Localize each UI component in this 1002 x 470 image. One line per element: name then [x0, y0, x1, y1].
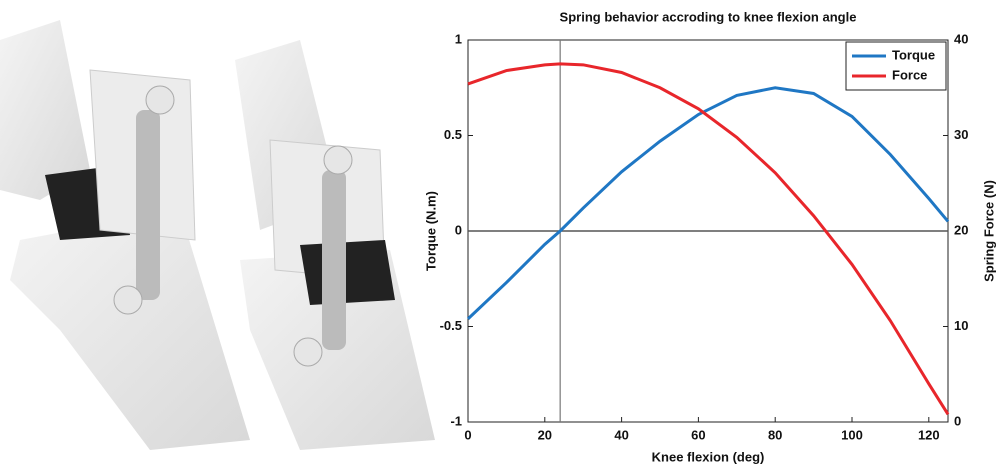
y-tick-label: 0.5	[444, 127, 462, 142]
spring	[136, 110, 160, 300]
y-tick-label: -1	[450, 413, 462, 428]
robot-knee-render	[0, 20, 435, 450]
lower-leg	[10, 210, 250, 450]
pin	[323, 145, 353, 175]
y2-tick-label: 10	[954, 318, 968, 333]
x-tick-label: 60	[691, 427, 705, 442]
joint-plate	[300, 240, 395, 305]
pin	[113, 285, 143, 315]
upper-leg	[0, 20, 90, 200]
x-tick-label: 40	[614, 427, 628, 442]
y2-tick-label: 20	[954, 222, 968, 237]
x-tick-label: 20	[538, 427, 552, 442]
chart-title: Spring behavior accroding to knee flexio…	[560, 9, 857, 24]
series-line	[466, 86, 950, 320]
pin	[145, 85, 175, 115]
spring	[322, 170, 346, 350]
y-tick-label: 1	[455, 31, 462, 46]
legend-label: Torque	[892, 47, 935, 62]
x-axis-label: Knee flexion (deg)	[652, 449, 765, 464]
x-tick-label: 80	[768, 427, 782, 442]
legend-box	[845, 41, 947, 91]
y2-tick-label: 40	[954, 31, 968, 46]
x-tick-label: 120	[918, 427, 940, 442]
legend-label: Force	[892, 67, 927, 82]
y2-tick-label: 0	[954, 413, 961, 428]
series-line	[467, 62, 950, 416]
y-tick-label: 0	[455, 222, 462, 237]
x-tick-label: 0	[464, 427, 471, 442]
pin	[293, 337, 323, 367]
y2-tick-label: 30	[954, 127, 968, 142]
y2-axis-label: Spring Force (N)	[981, 180, 996, 282]
y-tick-label: -0.5	[440, 318, 462, 333]
x-tick-label: 100	[841, 427, 863, 442]
y-axis-label: Torque (N.m)	[423, 191, 438, 271]
